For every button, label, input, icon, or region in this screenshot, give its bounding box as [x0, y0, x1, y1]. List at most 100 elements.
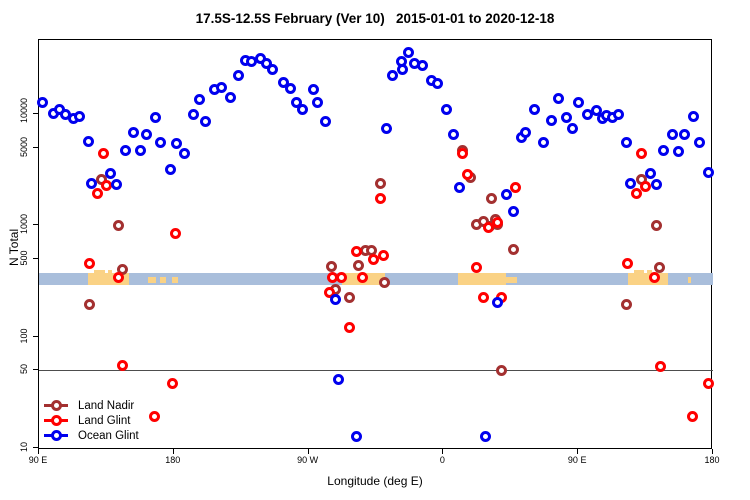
- land-patch: [172, 277, 179, 284]
- data-point-land-glint: [112, 272, 124, 284]
- data-point-land-glint: [117, 360, 129, 372]
- data-point-land-nadir: [112, 220, 124, 232]
- land-patch-bump: [633, 270, 645, 275]
- land-patch-bump: [107, 270, 113, 275]
- land-patch: [148, 277, 156, 284]
- data-point-land-glint: [377, 249, 389, 261]
- y-axis-tick: [33, 146, 38, 148]
- data-point-ocean-glint: [644, 168, 656, 180]
- data-point-ocean-glint: [386, 70, 398, 82]
- data-point-land-glint: [482, 222, 494, 234]
- data-point-land-nadir: [653, 262, 665, 274]
- y-axis-tick-label: 10: [19, 442, 29, 453]
- data-point-ocean-glint: [613, 108, 625, 120]
- data-point-ocean-glint: [590, 105, 602, 117]
- data-point-ocean-glint: [380, 122, 392, 134]
- data-point-ocean-glint: [120, 145, 132, 157]
- x-axis-tick: [577, 449, 579, 454]
- data-point-ocean-glint: [178, 148, 190, 160]
- data-point-ocean-glint: [135, 145, 147, 157]
- legend-label: Land Glint: [78, 414, 131, 427]
- x-axis-tick-label: 90 E: [567, 455, 587, 465]
- data-point-ocean-glint: [673, 146, 685, 158]
- data-point-ocean-glint: [73, 110, 85, 122]
- data-point-land-glint: [374, 193, 386, 205]
- x-axis-tick: [172, 449, 174, 454]
- plot-area: [36, 39, 714, 449]
- data-point-ocean-glint: [232, 69, 244, 81]
- data-point-land-glint: [148, 411, 160, 423]
- data-point-ocean-glint: [187, 108, 199, 120]
- data-point-ocean-glint: [397, 63, 409, 75]
- legend-symbol: [44, 400, 68, 411]
- data-point-land-nadir: [485, 192, 497, 204]
- data-point-ocean-glint: [330, 293, 342, 305]
- data-point-ocean-glint: [297, 103, 309, 115]
- data-point-land-glint: [367, 254, 379, 266]
- y-axis-tick-label: 5000: [19, 136, 29, 157]
- x-axis-tick: [307, 449, 309, 454]
- data-point-land-glint: [649, 272, 661, 284]
- data-point-ocean-glint: [171, 138, 183, 150]
- reference-line-50: [39, 370, 713, 372]
- data-point-land-nadir: [508, 243, 520, 255]
- data-point-ocean-glint: [448, 129, 460, 141]
- data-point-ocean-glint: [105, 168, 117, 180]
- data-point-ocean-glint: [703, 166, 714, 178]
- data-point-ocean-glint: [141, 128, 153, 140]
- data-point-ocean-glint: [658, 145, 670, 157]
- x-axis-tick: [442, 449, 444, 454]
- data-point-land-glint: [324, 287, 336, 299]
- data-point-ocean-glint: [560, 111, 572, 123]
- legend-label: Land Nadir: [78, 399, 135, 412]
- data-point-land-glint: [622, 258, 634, 270]
- data-point-land-glint: [336, 272, 348, 284]
- y-axis-tick-label: 1000: [19, 214, 29, 235]
- data-point-ocean-glint: [454, 182, 466, 194]
- data-point-ocean-glint: [553, 93, 565, 105]
- x-axis-tick-label: 180: [165, 455, 181, 465]
- data-point-ocean-glint: [625, 177, 637, 189]
- data-point-ocean-glint: [500, 189, 512, 201]
- y-axis-tick: [33, 369, 38, 371]
- y-axis-tick: [33, 257, 38, 259]
- data-point-ocean-glint: [85, 177, 97, 189]
- data-point-land-glint: [631, 187, 643, 199]
- y-axis-tick-label: 10000: [19, 98, 29, 124]
- data-point-ocean-glint: [538, 137, 550, 149]
- data-point-land-glint: [457, 148, 469, 160]
- data-point-ocean-glint: [688, 110, 700, 122]
- data-point-ocean-glint: [694, 137, 706, 149]
- data-point-land-nadir: [84, 299, 96, 311]
- data-point-ocean-glint: [566, 122, 578, 134]
- data-point-ocean-glint: [581, 108, 593, 120]
- chart-title: 17.5S-12.5S February (Ver 10) 2015-01-01…: [195, 11, 555, 26]
- data-point-land-glint: [470, 262, 482, 274]
- data-point-land-nadir: [343, 292, 355, 304]
- data-point-ocean-glint: [225, 91, 237, 103]
- data-point-ocean-glint: [154, 137, 166, 149]
- data-point-ocean-glint: [319, 116, 331, 128]
- land-patch-bump: [94, 270, 105, 275]
- data-point-land-nadir: [379, 276, 391, 288]
- data-point-land-glint: [357, 272, 369, 284]
- data-point-ocean-glint: [291, 97, 303, 109]
- x-axis-tick-label: 90 W: [297, 455, 319, 465]
- data-point-ocean-glint: [529, 103, 541, 115]
- data-point-ocean-glint: [277, 76, 289, 88]
- x-axis-tick: [712, 449, 713, 454]
- data-point-land-glint: [100, 179, 112, 191]
- legend-symbol: [44, 430, 68, 441]
- data-point-land-nadir: [366, 244, 377, 256]
- data-point-ocean-glint: [127, 127, 139, 139]
- land-patch-bump: [647, 270, 652, 275]
- y-axis-tick: [33, 447, 38, 448]
- land-patch: [627, 273, 669, 286]
- legend-item: Land Glint: [44, 413, 139, 428]
- data-point-land-glint: [343, 322, 355, 334]
- y-axis-tick-label: 100: [19, 328, 29, 344]
- y-axis-tick: [33, 224, 38, 226]
- data-point-ocean-glint: [351, 431, 363, 443]
- data-point-land-nadir: [352, 259, 364, 271]
